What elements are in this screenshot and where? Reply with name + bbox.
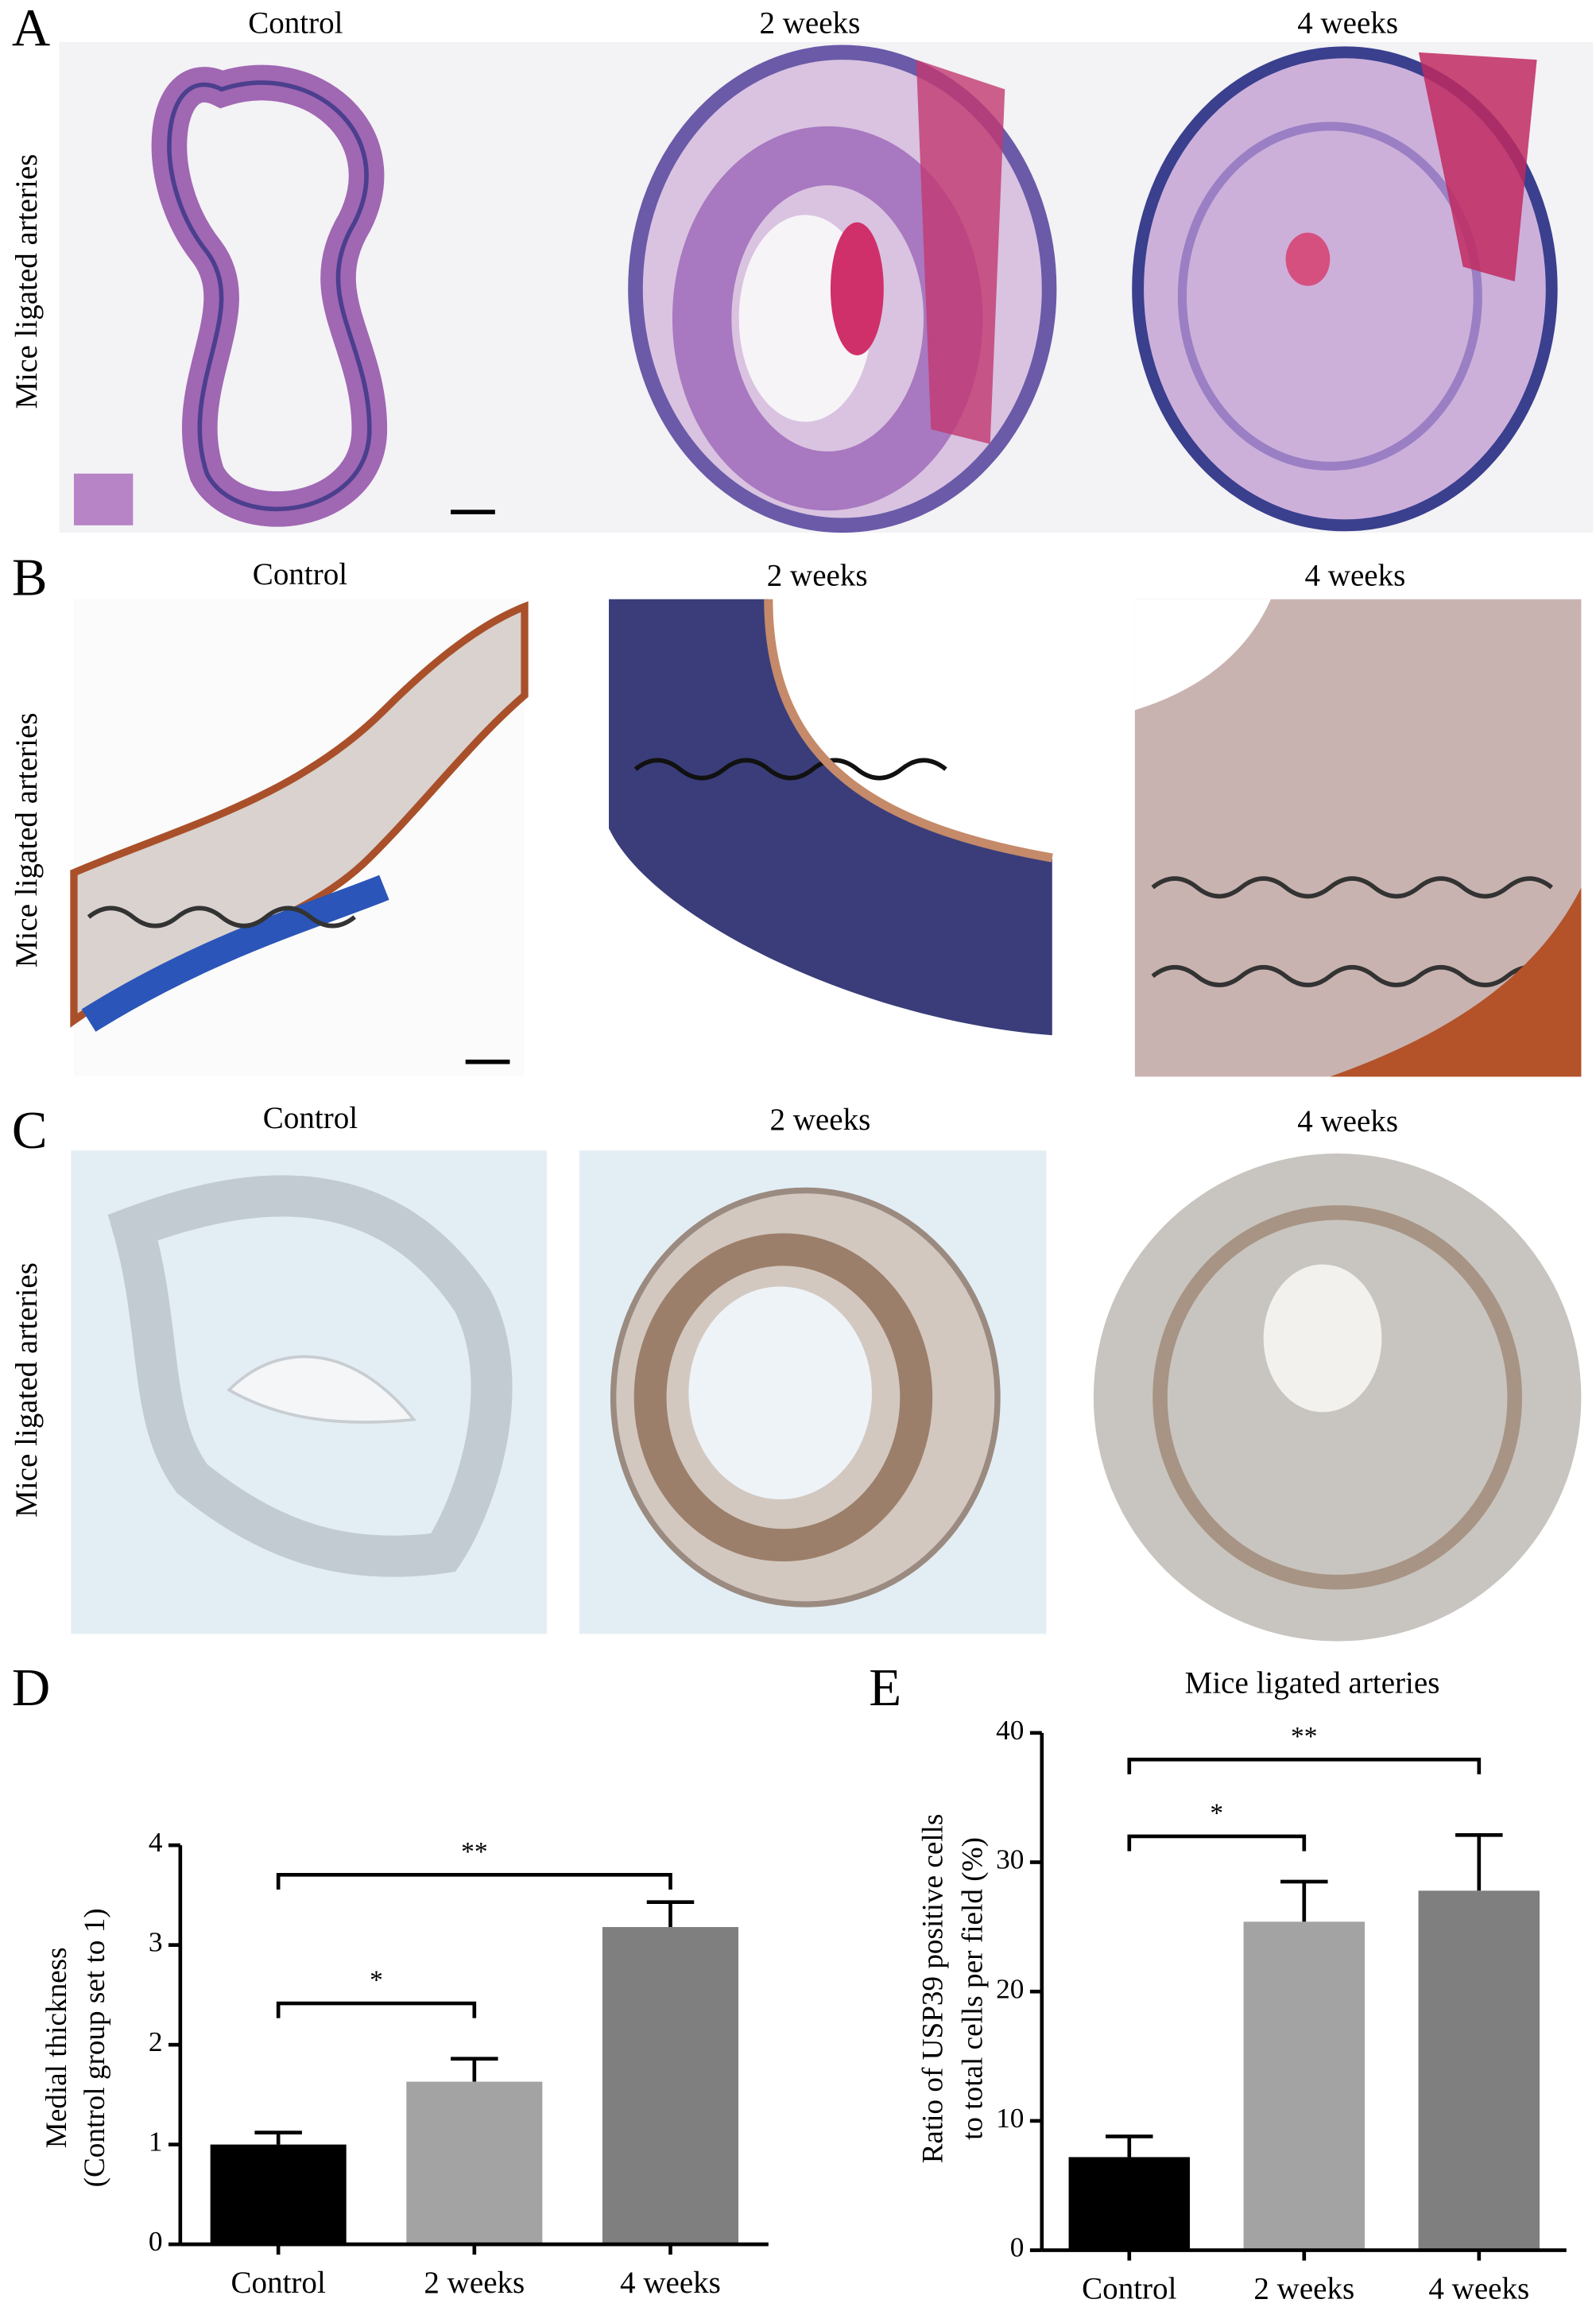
significance-bracket: [1127, 1757, 1482, 1774]
x-tick-label: 4 weeks: [620, 2266, 721, 2300]
bar: [1243, 1921, 1366, 2251]
column-label: Control: [253, 557, 347, 591]
panel-letter: C: [12, 1101, 48, 1160]
column-label: 2 weeks: [759, 6, 860, 40]
y-tick-label: 2: [149, 2026, 163, 2057]
y-tick-label: 3: [149, 1927, 163, 1958]
panel-letter: B: [12, 549, 48, 607]
significance-label: **: [1291, 1722, 1317, 1751]
column-label: 4 weeks: [1297, 1104, 1398, 1138]
row-label: Mice ligated arteries: [10, 154, 44, 409]
column-label: Control: [248, 6, 343, 40]
y-tick-label: 0: [149, 2226, 163, 2257]
panel-letter: A: [12, 0, 50, 57]
column-label: 4 weeks: [1297, 6, 1398, 40]
row-label: Mice ligated arteries: [10, 1262, 44, 1518]
x-tick-label: 2 weeks: [424, 2266, 525, 2300]
column-label: 2 weeks: [767, 559, 868, 593]
x-tick-label: Control: [231, 2266, 326, 2300]
y-axis-label: (Control group set to 1): [79, 1908, 111, 2187]
y-axis-label: Medial thickness: [41, 1947, 73, 2148]
column-label: 2 weeks: [769, 1103, 870, 1137]
y-axis-label: Ratio of USP39 positive cells: [916, 1814, 949, 2164]
significance-label: *: [370, 1966, 383, 1995]
y-tick-label: 1: [149, 2127, 163, 2158]
micrograph-b: [70, 599, 1582, 1077]
row-label: Mice ligated arteries: [10, 712, 44, 967]
significance-label: **: [461, 1837, 487, 1867]
micrograph-c: [71, 1150, 1582, 1642]
bar: [602, 1927, 739, 2245]
bar: [1418, 1890, 1540, 2251]
y-tick-label: 0: [1010, 2232, 1025, 2263]
y-tick-label: 4: [149, 1827, 163, 1858]
significance-label: *: [1210, 1799, 1223, 1828]
significance-bracket: [276, 1872, 672, 1890]
x-tick-label: Control: [1082, 2272, 1176, 2306]
micrograph-a: [59, 41, 1594, 533]
bar: [210, 2144, 347, 2245]
significance-bracket: [1127, 1834, 1307, 1851]
bar: [1068, 2157, 1191, 2251]
y-tick-label: 40: [996, 1715, 1024, 1746]
x-tick-label: 4 weeks: [1428, 2272, 1529, 2306]
chart-title: Mice ligated arteries: [1185, 1665, 1440, 1700]
y-tick-label: 30: [996, 1844, 1024, 1875]
y-tick-label: 10: [996, 2103, 1024, 2134]
panel-letter: D: [12, 1658, 50, 1717]
significance-bracket: [276, 2001, 477, 2018]
panel-letter: E: [869, 1658, 901, 1717]
bar: [406, 2081, 543, 2245]
y-tick-label: 20: [996, 1973, 1024, 2004]
column-label: Control: [263, 1101, 358, 1135]
column-label: 4 weeks: [1305, 559, 1406, 593]
y-axis-label: to total cells per field (%): [957, 1837, 990, 2140]
x-tick-label: 2 weeks: [1253, 2272, 1354, 2306]
